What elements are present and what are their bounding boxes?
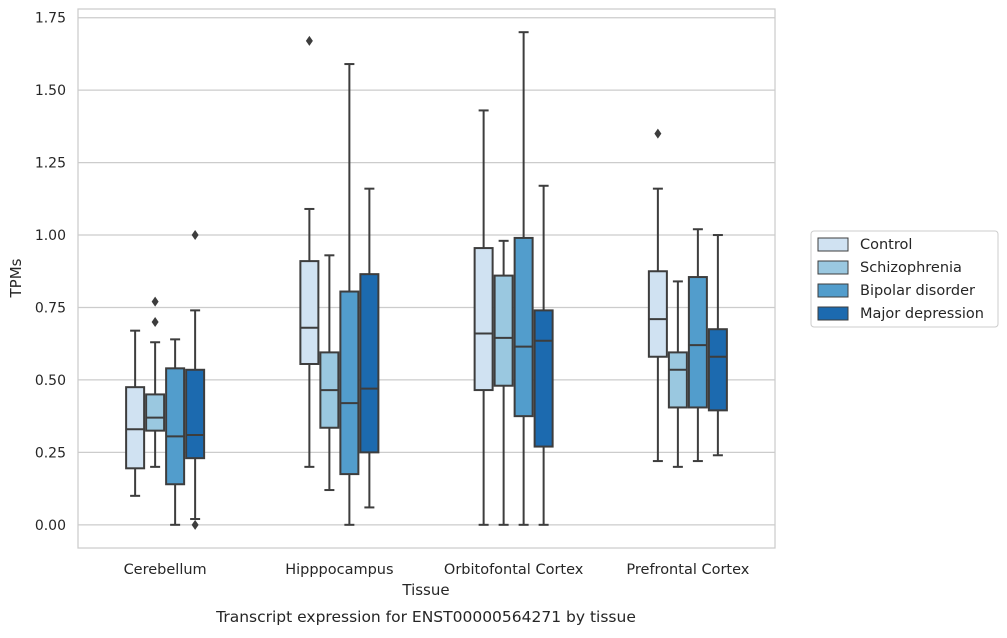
y-tick-label: 0.25 [35,445,66,461]
box-major-depression [359,187,380,509]
legend: Control Schizophrenia Bipolar disorder Majo… [810,230,999,328]
box-schizophrenia [493,239,514,526]
box-iqr [145,393,166,432]
y-tick-label: 1.50 [35,83,66,99]
box-major-depression [533,184,554,526]
box-iqr [165,367,186,486]
box-iqr [513,236,534,418]
y-tick-label: 1.00 [35,228,66,244]
box-iqr [667,351,688,409]
legend-swatch [817,283,849,298]
box-major-depression [707,234,728,457]
outlier-point [191,519,199,530]
box-control [125,329,146,497]
box-iqr [473,247,494,392]
outlier-point [654,128,662,139]
box-schizophrenia [145,296,166,468]
x-tick-label: Orbitofontal Cortex [444,562,584,578]
box-iqr [687,276,708,409]
box-iqr [493,274,514,387]
outlier-point [151,296,159,307]
box-control [299,35,320,468]
box-iqr [339,290,360,476]
box-schizophrenia [319,254,340,492]
box-bipolar-disorder [513,31,534,526]
box-iqr [185,368,206,460]
legend-label: Control [860,237,912,253]
x-tick-label: Prefrontal Cortex [626,562,749,578]
chart-title: Transcript expression for ENST0000056427… [215,608,636,626]
x-axis-label: Tissue [401,581,449,599]
box-iqr [299,260,320,365]
outlier-point [191,230,199,241]
box-iqr [533,309,554,448]
box-iqr [125,386,146,470]
outlier-point [305,35,313,46]
box-bipolar-disorder [687,228,708,463]
box-control [647,128,668,463]
y-tick-label: 0.50 [35,373,66,389]
y-tick-label: 0.75 [35,300,66,316]
legend-frame [810,230,999,328]
y-axis-label: TPMs [7,258,25,298]
box-bipolar-disorder [339,63,360,526]
y-tick-label: 1.25 [35,156,66,172]
x-tick-label: Hipppocampus [285,562,393,578]
box-control [473,109,494,526]
outlier-point [151,316,159,327]
legend-label: Bipolar disorder [860,283,975,299]
box-schizophrenia [667,280,688,468]
box-iqr [707,328,728,412]
plot-frame [77,8,776,549]
x-tick-labels: Cerebellum Hipppocampus Orbitofontal Corte… [124,562,750,578]
legend-swatch [817,260,849,275]
y-tick-label: 0.00 [35,518,66,534]
legend-label: Schizophrenia [860,260,962,276]
box-iqr [647,270,668,358]
box-bipolar-disorder [165,338,186,526]
legend-swatch [817,306,849,321]
box-major-depression [185,230,206,530]
legend-label: Major depression [860,306,984,322]
y-tick-labels: 0.00 0.25 0.50 0.75 1.00 1.25 1.50 1.75 [35,11,66,534]
box-series [125,31,728,530]
x-tick-label: Cerebellum [124,562,207,578]
legend-swatch [817,237,849,252]
y-tick-label: 1.75 [35,11,66,27]
box-iqr [359,273,380,454]
